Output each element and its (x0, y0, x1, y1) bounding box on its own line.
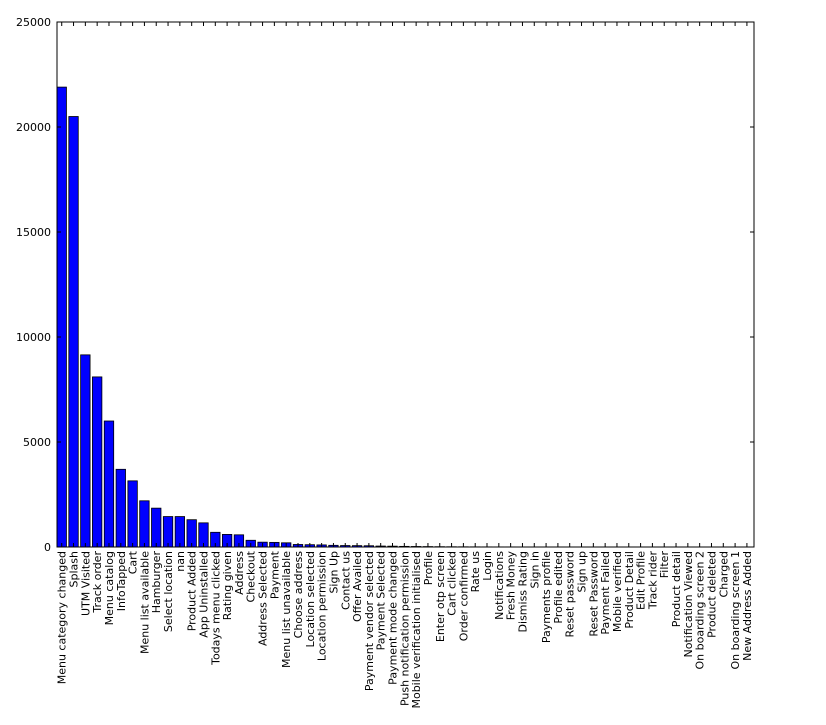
bar (128, 481, 137, 547)
y-tick-label: 25000 (16, 16, 51, 29)
bar (163, 517, 172, 547)
bar (175, 517, 184, 547)
bar (104, 421, 113, 547)
y-tick-label: 0 (44, 541, 51, 554)
y-tick-label: 15000 (16, 226, 51, 239)
y-tick-label: 20000 (16, 121, 51, 134)
bar (116, 469, 125, 547)
y-axis: 0 5000 10000 15000 20000 25000 (16, 16, 754, 554)
bar (152, 508, 161, 547)
bar (81, 355, 90, 547)
x-tick-label: New Address Added (741, 551, 754, 661)
y-tick-label: 5000 (23, 436, 51, 449)
bars-layer (57, 87, 752, 547)
y-tick-label: 10000 (16, 331, 51, 344)
bar (69, 117, 78, 548)
plot-frame (57, 22, 754, 547)
bar (187, 520, 196, 547)
bar (57, 87, 66, 547)
bar (92, 377, 101, 547)
bar (140, 501, 149, 547)
